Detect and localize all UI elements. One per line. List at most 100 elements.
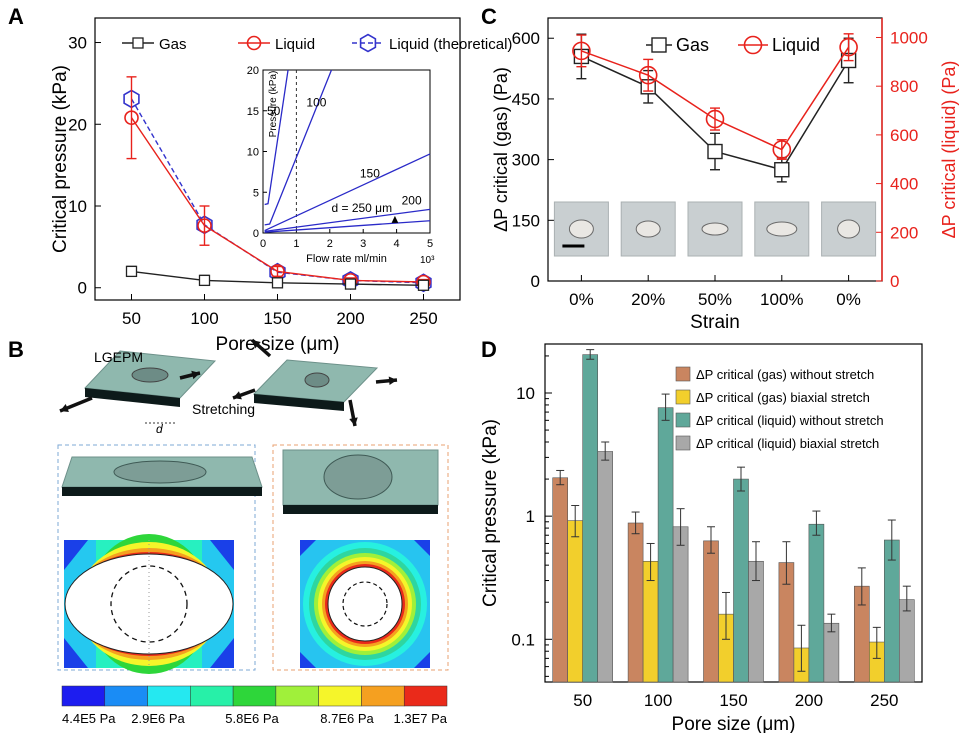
- strain-photos-c: [553, 201, 877, 257]
- bar-d: [733, 478, 749, 683]
- x-tick-label-d: 200: [795, 691, 823, 710]
- bar-d: [597, 451, 614, 683]
- inset-x-tick-label: 1: [293, 238, 299, 250]
- colorbar-label: 2.9E6 Pa: [131, 711, 185, 726]
- series-d-2: [582, 349, 900, 683]
- y2-axis-label-c: ΔP critical (liquid) (Pa): [939, 61, 959, 239]
- y2-tick-label-c: 200: [890, 223, 918, 242]
- y-tick-label-d: 1: [526, 507, 535, 526]
- colorbar-segment: [403, 685, 448, 707]
- colorbar-label: 8.7E6 Pa: [320, 711, 374, 726]
- membrane-zoom-left-edge: [62, 487, 262, 496]
- membrane-zoom-right-edge: [283, 505, 438, 514]
- pore-ellipse: [766, 221, 798, 237]
- x-tick-label-c: 100%: [760, 290, 803, 309]
- inset-y-tick-label: 0: [253, 228, 259, 240]
- stress-zone: [300, 540, 316, 556]
- legend-marker-a: [246, 35, 262, 51]
- x-axis-label-d: Pore size (μm): [672, 714, 796, 733]
- x-tick-label-c: 20%: [631, 290, 665, 309]
- data-point-a: [198, 274, 211, 287]
- bar-d: [567, 520, 584, 683]
- data-point-c: [774, 162, 790, 178]
- data-point-c: [638, 65, 658, 85]
- colorbar-segment: [318, 685, 362, 707]
- x-tick-label-c: 50%: [698, 290, 732, 309]
- colorbar-segment: [361, 685, 405, 707]
- data-point-c: [705, 109, 725, 129]
- y-tick-label-a: 20: [68, 115, 87, 134]
- legend-marker-a: [132, 37, 144, 49]
- legend-d: ΔP critical (gas) without stretch ΔP crit…: [675, 366, 884, 451]
- x-tick-label-a: 250: [409, 309, 437, 328]
- colorbar-segment: [104, 685, 148, 707]
- legend-marker-c: [743, 35, 763, 55]
- x-axis-label-a: Pore size (μm): [216, 334, 340, 355]
- pore: [131, 367, 169, 383]
- x-tick-label-d: 150: [719, 691, 747, 710]
- bar-d: [582, 354, 599, 683]
- inset-y-tick-label: 10: [247, 147, 259, 159]
- panel-label-b: B: [8, 337, 24, 362]
- inset-curve-250: [264, 220, 431, 233]
- inset-arrow-marker: [391, 215, 399, 223]
- label-stretching: Stretching: [192, 401, 255, 417]
- colorbar-segment: [61, 685, 106, 707]
- colorbar-label: 5.8E6 Pa: [225, 711, 279, 726]
- chart-c: 0 150 300 450 600 0 200 400 600 800 1000 0% 20% 50% 10…: [491, 17, 959, 333]
- x-tick-label-d: 100: [644, 691, 672, 710]
- y-tick-label-c: 450: [512, 90, 540, 109]
- inset-x-tick-label: 0: [260, 238, 266, 250]
- inset-x-tick-label: 4: [394, 238, 400, 250]
- legend-swatch-d: [675, 389, 691, 405]
- stress-zone: [210, 540, 234, 570]
- x-tick-label-d: 50: [573, 691, 592, 710]
- data-point-a: [415, 273, 432, 293]
- legend-label-c: Liquid: [772, 35, 820, 55]
- data-point-c: [707, 143, 723, 160]
- legend-label-c: Gas: [676, 35, 709, 55]
- stretch-arrow-head: [60, 404, 69, 413]
- y-axis-label-c: ΔP critical (gas) (Pa): [491, 67, 511, 232]
- series-d-0: [552, 469, 870, 683]
- pore-ellipse: [837, 219, 861, 239]
- x-tick-label-a: 200: [336, 309, 364, 328]
- data-point-a: [271, 277, 284, 289]
- y2-tick-label-c: 0: [890, 272, 899, 291]
- y2-tick-label-c: 400: [890, 175, 918, 194]
- y-tick-label-d: 0.1: [511, 630, 535, 649]
- inset-x-multiplier: 10³: [420, 255, 435, 266]
- stress-zone: [210, 638, 234, 668]
- series-a-0: [125, 265, 430, 291]
- inset-x-tick-label: 2: [327, 238, 333, 250]
- original-pore: [110, 565, 188, 643]
- stress-zone: [64, 638, 88, 668]
- stretch-arrow-head: [349, 417, 358, 426]
- y2-tick-label-c: 600: [890, 126, 918, 145]
- legend-swatch-d: [675, 366, 691, 382]
- zoom-box-right: [272, 444, 449, 671]
- y2-tick-label-c: 800: [890, 77, 918, 96]
- inset-curve-label: 100: [306, 96, 326, 110]
- legend-swatch-d: [675, 435, 691, 451]
- original-pore: [342, 581, 388, 627]
- inset-d-label: d = 250 μm: [331, 201, 392, 215]
- panel-label-d: D: [481, 337, 497, 362]
- stress-zone: [414, 540, 430, 556]
- colorbar-segment: [232, 685, 277, 707]
- pore: [304, 372, 330, 388]
- panel-label-a: A: [8, 4, 24, 29]
- inset-x-tick-label: 5: [427, 238, 433, 250]
- stress-zone: [414, 652, 430, 668]
- colorbar-label: 1.3E7 Pa: [394, 711, 448, 726]
- pore-ellipse: [701, 222, 729, 236]
- colorbar-segment: [275, 685, 319, 707]
- inset-curve-150: [264, 153, 431, 232]
- x-tick-label-a: 50: [122, 309, 141, 328]
- legend-swatch-d: [675, 412, 691, 428]
- data-point-a: [124, 110, 139, 126]
- y-tick-label-c: 300: [512, 151, 540, 170]
- series-d-1: [567, 505, 885, 683]
- pore-ellipse: [635, 220, 661, 238]
